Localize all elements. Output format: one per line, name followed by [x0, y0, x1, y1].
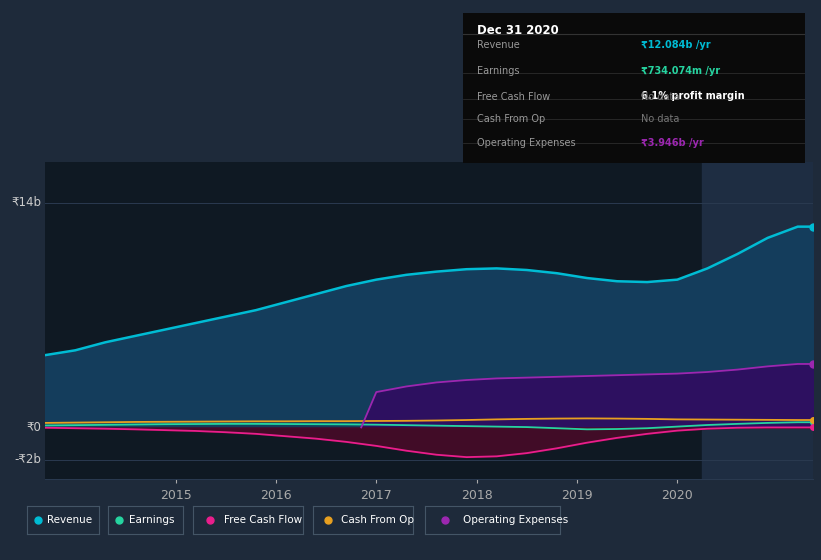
- Text: Revenue: Revenue: [47, 515, 92, 525]
- Text: Free Cash Flow: Free Cash Flow: [224, 515, 302, 525]
- Text: Earnings: Earnings: [129, 515, 175, 525]
- Text: -₹2b: -₹2b: [15, 453, 41, 466]
- Text: 6.1% profit margin: 6.1% profit margin: [641, 91, 745, 101]
- Text: ₹0: ₹0: [26, 421, 41, 434]
- Text: Operating Expenses: Operating Expenses: [477, 138, 576, 147]
- Bar: [703, 162, 813, 479]
- Text: Operating Expenses: Operating Expenses: [463, 515, 568, 525]
- Text: Cash From Op: Cash From Op: [477, 114, 545, 124]
- Text: No data: No data: [641, 114, 679, 124]
- Text: ₹734.074m /yr: ₹734.074m /yr: [641, 66, 720, 76]
- Text: No data: No data: [641, 92, 679, 102]
- Text: ₹14b: ₹14b: [11, 196, 41, 209]
- Text: Revenue: Revenue: [477, 40, 520, 50]
- Text: ₹12.084b /yr: ₹12.084b /yr: [641, 40, 710, 50]
- Text: Free Cash Flow: Free Cash Flow: [477, 92, 550, 102]
- Text: ₹3.946b /yr: ₹3.946b /yr: [641, 138, 704, 147]
- Text: Cash From Op: Cash From Op: [341, 515, 414, 525]
- Text: Dec 31 2020: Dec 31 2020: [477, 24, 558, 36]
- Text: Earnings: Earnings: [477, 66, 519, 76]
